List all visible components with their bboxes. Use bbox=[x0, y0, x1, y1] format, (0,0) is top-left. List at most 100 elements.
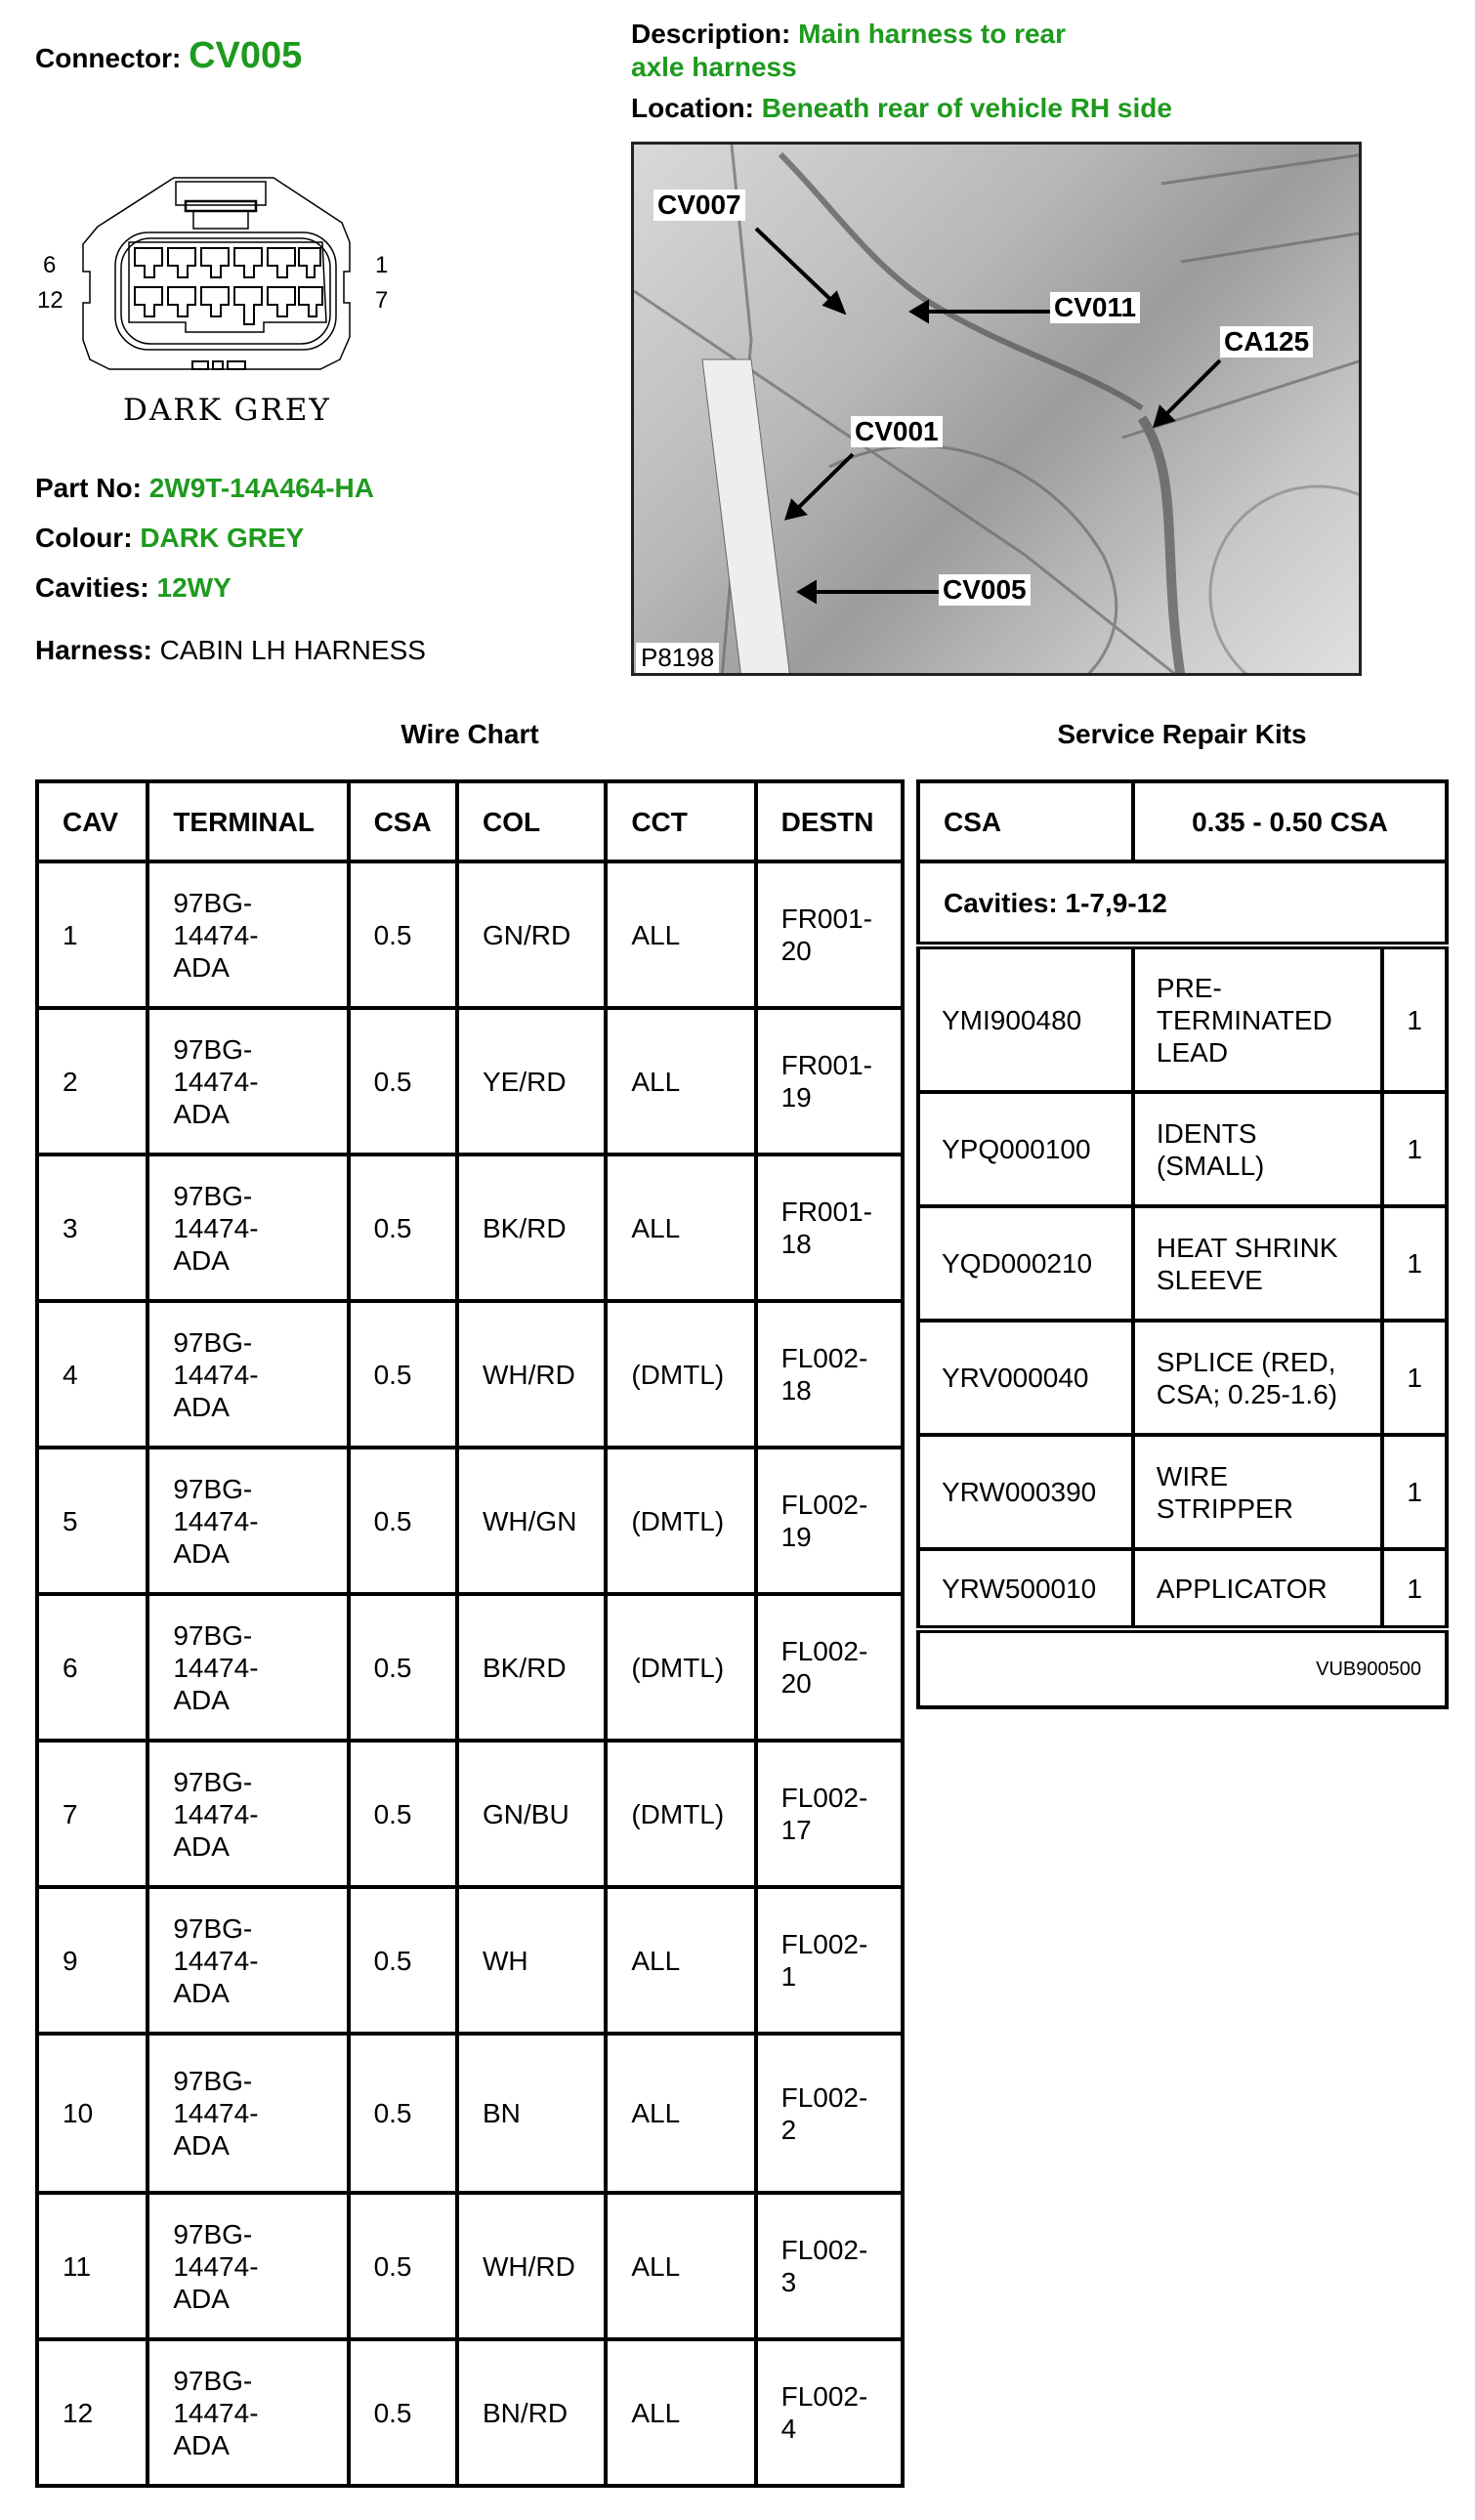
part-no-value: 2W9T-14A464-HA bbox=[148, 473, 374, 503]
wire-chart-cell-col: GN/BU bbox=[454, 1739, 609, 1889]
wire-chart-cell-cav: 6 bbox=[34, 1592, 150, 1743]
repair-kits-table: CSA 0.35 - 0.50 CSA Cavities: 1-7,9-12 Y… bbox=[916, 779, 1450, 1709]
repair-kits-header-range: 0.35 - 0.50 CSA bbox=[1130, 779, 1450, 863]
wire-chart-cell-col: BN/RD bbox=[454, 2337, 609, 2488]
wire-chart-row: 5 97BG- 14474- ADA 0.5 WH/GN (DMTL) FL002- 19 bbox=[34, 1446, 906, 1596]
location-field: Location: Beneath rear of vehicle RH sid… bbox=[631, 93, 1172, 124]
part-no-field: Part No: 2W9T-14A464-HA bbox=[35, 473, 374, 504]
kit-part-number: YPQ000100 bbox=[916, 1090, 1135, 1208]
wire-chart-cell-destn: FR001- 18 bbox=[753, 1153, 906, 1303]
repair-kit-row: YRW500010 APPLICATOR 1 bbox=[916, 1547, 1449, 1631]
location-value: Beneath rear of vehicle RH side bbox=[761, 93, 1172, 123]
kit-description: SPLICE (RED, CSA; 0.25-1.6) bbox=[1130, 1319, 1385, 1437]
cavities-label: Cavities: bbox=[35, 572, 149, 603]
location-label: Location: bbox=[631, 93, 754, 123]
wire-chart-cell-cct: ALL bbox=[604, 2337, 758, 2488]
wire-chart-table: CAV TERMINAL CSA COL CCT DESTN 1 97BG- 14474- … bbox=[34, 779, 906, 2488]
kit-description: APPLICATOR bbox=[1130, 1547, 1385, 1631]
wire-chart-cell-cct: (DMTL) bbox=[604, 1299, 758, 1449]
wire-chart-cell-csa: 0.5 bbox=[346, 860, 459, 1010]
callout-cv007: CV007 bbox=[653, 189, 745, 221]
wire-chart-cell-col: WH bbox=[454, 1885, 609, 2036]
wire-chart-cell-cav: 5 bbox=[34, 1446, 150, 1596]
colour-field: Colour: DARK GREY bbox=[35, 523, 304, 554]
wire-chart-row: 10 97BG- 14474- ADA 0.5 BN ALL FL002- 2 bbox=[34, 2032, 906, 2195]
wire-chart-row: 11 97BG- 14474- ADA 0.5 WH/RD ALL FL002- 3 bbox=[34, 2191, 906, 2341]
cavities-value: 12WY bbox=[156, 572, 232, 603]
wire-chart-cell-destn: FL002- 19 bbox=[753, 1446, 906, 1596]
colour-value: DARK GREY bbox=[140, 523, 305, 553]
location-photo: CV007 CV011 CA125 CV001 CV005 P8198 bbox=[631, 142, 1362, 676]
part-no-label: Part No: bbox=[35, 473, 142, 503]
wire-chart-cell-terminal: 97BG- 14474- ADA bbox=[146, 1299, 351, 1449]
wire-chart-row: 4 97BG- 14474- ADA 0.5 WH/RD (DMTL) FL002- 18 bbox=[34, 1299, 906, 1449]
wire-chart-cell-csa: 0.5 bbox=[346, 1153, 459, 1303]
connector-outline-icon bbox=[82, 177, 351, 370]
kit-quantity: 1 bbox=[1380, 1433, 1449, 1551]
repair-kit-row: YMI900480 PRE- TERMINATED LEAD 1 bbox=[916, 944, 1449, 1094]
wire-chart-cell-cct: ALL bbox=[604, 1885, 758, 2036]
kit-quantity: 1 bbox=[1380, 1319, 1449, 1437]
wire-chart-title: Wire Chart bbox=[400, 719, 539, 749]
repair-kit-row: YRV000040 SPLICE (RED, CSA; 0.25-1.6) 1 bbox=[916, 1319, 1449, 1437]
wire-chart-cell-cct: (DMTL) bbox=[604, 1592, 758, 1743]
description-value-line1: Main harness to rear bbox=[798, 19, 1067, 49]
wire-chart-cell-cct: (DMTL) bbox=[604, 1739, 758, 1889]
wire-chart-header-cav: CAV bbox=[34, 779, 150, 863]
wire-chart-row: 7 97BG- 14474- ADA 0.5 GN/BU (DMTL) FL002- 17 bbox=[34, 1739, 906, 1889]
wire-chart-cell-destn: FL002- 20 bbox=[753, 1592, 906, 1743]
wire-chart-cell-terminal: 97BG- 14474- ADA bbox=[146, 860, 351, 1010]
wire-chart-header-terminal: TERMINAL bbox=[146, 779, 351, 863]
wire-chart-cell-cct: ALL bbox=[604, 1006, 758, 1156]
wire-chart-cell-csa: 0.5 bbox=[346, 1592, 459, 1743]
wire-chart-cell-cav: 3 bbox=[34, 1153, 150, 1303]
wire-chart-cell-col: BK/RD bbox=[454, 1153, 609, 1303]
wire-chart-row: 12 97BG- 14474- ADA 0.5 BN/RD ALL FL002- 4 bbox=[34, 2337, 906, 2488]
wire-chart-cell-terminal: 97BG- 14474- ADA bbox=[146, 1592, 351, 1743]
wire-chart-cell-col: BN bbox=[454, 2032, 609, 2195]
wire-chart-cell-col: WH/GN bbox=[454, 1446, 609, 1596]
callout-cv005: CV005 bbox=[939, 574, 1031, 606]
repair-kits-cavities-row: Cavities: 1-7,9-12 bbox=[916, 860, 1449, 947]
wire-chart-cell-cct: ALL bbox=[604, 2191, 758, 2341]
wire-chart-cell-cav: 10 bbox=[34, 2032, 150, 2195]
wire-chart-cell-cct: ALL bbox=[604, 1153, 758, 1303]
connector-label: Connector: bbox=[35, 43, 182, 73]
wire-chart-cell-cav: 9 bbox=[34, 1885, 150, 2036]
wire-chart-cell-col: BK/RD bbox=[454, 1592, 609, 1743]
repair-kits-footer: VUB900500 bbox=[916, 1627, 1449, 1709]
kit-description: WIRE STRIPPER bbox=[1130, 1433, 1385, 1551]
wire-chart-header-col: COL bbox=[454, 779, 609, 863]
pin-label-7: 7 bbox=[375, 287, 389, 314]
wire-chart-row: 3 97BG- 14474- ADA 0.5 BK/RD ALL FR001- 18 bbox=[34, 1153, 906, 1303]
wire-chart-cell-cct: ALL bbox=[604, 2032, 758, 2195]
pin-label-12: 12 bbox=[37, 287, 63, 314]
wire-chart-cell-destn: FR001- 20 bbox=[753, 860, 906, 1010]
repair-kits-header: CSA 0.35 - 0.50 CSA bbox=[916, 779, 1450, 863]
wire-chart-cell-terminal: 97BG- 14474- ADA bbox=[146, 2337, 351, 2488]
callout-ca125: CA125 bbox=[1220, 326, 1314, 357]
wire-chart-cell-destn: FL002- 1 bbox=[753, 1885, 906, 2036]
wire-chart-cell-col: WH/RD bbox=[454, 1299, 609, 1449]
pin-label-1: 1 bbox=[375, 252, 389, 278]
kit-quantity: 1 bbox=[1380, 944, 1449, 1094]
pin-label-6: 6 bbox=[43, 252, 57, 278]
callout-cv011: CV011 bbox=[1050, 292, 1141, 323]
wire-chart-cell-csa: 0.5 bbox=[346, 1739, 459, 1889]
wire-chart-cell-cct: (DMTL) bbox=[604, 1446, 758, 1596]
description-value-line2: axle harness bbox=[631, 52, 797, 82]
wire-chart-row: 2 97BG- 14474- ADA 0.5 YE/RD ALL FR001- 19 bbox=[34, 1006, 906, 1156]
kit-quantity: 1 bbox=[1380, 1204, 1449, 1323]
wire-chart-cell-csa: 0.5 bbox=[346, 1885, 459, 2036]
repair-kits-header-csa: CSA bbox=[916, 779, 1135, 863]
kit-description: PRE- TERMINATED LEAD bbox=[1130, 944, 1385, 1094]
wire-chart-cell-csa: 0.5 bbox=[346, 2191, 459, 2341]
wire-chart-cell-terminal: 97BG- 14474- ADA bbox=[146, 1446, 351, 1596]
photo-illustration bbox=[634, 145, 1359, 673]
description-field: Description: Main harness to rear axle h… bbox=[631, 18, 1066, 84]
wire-chart-cell-cav: 4 bbox=[34, 1299, 150, 1449]
wire-chart-cell-col: YE/RD bbox=[454, 1006, 609, 1156]
wire-chart-cell-cav: 12 bbox=[34, 2337, 150, 2488]
wire-chart-cell-destn: FL002- 3 bbox=[753, 2191, 906, 2341]
repair-kit-row: YQD000210 HEAT SHRINK SLEEVE 1 bbox=[916, 1204, 1449, 1323]
